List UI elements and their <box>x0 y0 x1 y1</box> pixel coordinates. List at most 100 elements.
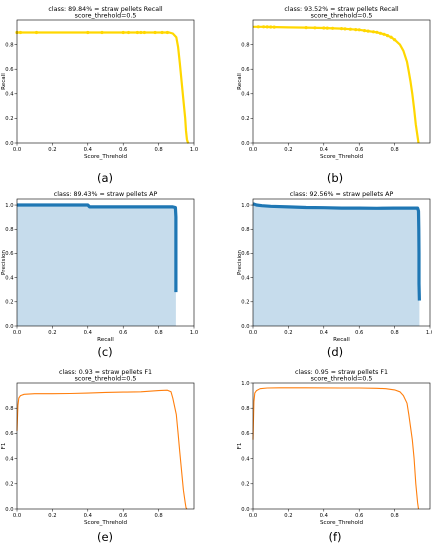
y-tick-label: 0.4 <box>241 456 250 462</box>
x-tick-label: 0.8 <box>154 513 162 519</box>
y-tick-label: 0.8 <box>5 42 13 48</box>
data-point <box>86 30 90 35</box>
plot-frame <box>16 19 195 144</box>
y-tick-label: 0.4 <box>5 92 14 98</box>
x-tick-label: 0.0 <box>13 330 21 336</box>
area-fill <box>17 205 176 326</box>
y-tick-label: 0.6 <box>5 431 13 437</box>
data-point <box>256 25 260 29</box>
chart-subtitle: score_threhold=0.5 <box>311 376 373 383</box>
x-tick-label: 0.6 <box>355 513 363 519</box>
y-tick-label: 0.0 <box>5 141 13 147</box>
y-tick-label: 0.0 <box>241 141 249 147</box>
series-line <box>253 25 420 144</box>
data-point <box>34 30 39 35</box>
x-tick-label: 0.2 <box>284 330 292 336</box>
x-axis-label: Recall <box>97 337 114 343</box>
y-tick-label: 0.6 <box>241 431 249 437</box>
x-tick-label: 0.4 <box>84 147 93 153</box>
y-tick-label: 0.8 <box>241 406 249 412</box>
y-tick-label: 0.2 <box>241 116 249 122</box>
y-tick-label: 1.0 <box>241 203 249 209</box>
x-tick-label: 0.2 <box>284 513 292 519</box>
x-tick-label: 0.0 <box>13 513 21 519</box>
data-point <box>139 30 143 35</box>
data-point <box>142 30 146 35</box>
data-point <box>160 30 164 35</box>
data-point <box>304 26 308 30</box>
plot-frame <box>252 198 431 327</box>
x-tick-label: 1.0 <box>190 330 198 336</box>
data-point <box>262 25 266 29</box>
y-tick-label: 1.0 <box>5 203 13 209</box>
y-tick-label: 0.4 <box>241 92 250 98</box>
plot-frame <box>252 19 431 144</box>
y-tick-label: 0.6 <box>241 251 249 257</box>
y-tick-label: 0.0 <box>5 324 13 330</box>
y-tick-label: 0.0 <box>241 507 249 513</box>
y-tick-label: 0.2 <box>5 300 13 306</box>
x-tick-label: 0.0 <box>249 513 257 519</box>
data-point <box>325 26 329 30</box>
x-tick-label: 1.0 <box>190 147 198 153</box>
x-tick-label: 0.8 <box>390 147 398 153</box>
x-tick-label: 0.4 <box>320 330 329 336</box>
chart-title: class: 93.52% = straw pellets Recall <box>284 6 398 13</box>
x-tick-label: 0.0 <box>249 147 257 153</box>
y-tick-label: 0.6 <box>5 251 13 257</box>
series-line <box>17 203 178 293</box>
x-tick-label: 0.6 <box>119 513 127 519</box>
y-axis-label: Recall <box>237 73 243 90</box>
y-tick-label: 0.4 <box>5 456 14 462</box>
chart-subtitle: score_threhold=0.5 <box>75 13 137 20</box>
y-tick-label: 0.4 <box>241 275 250 281</box>
data-point <box>135 30 139 35</box>
x-tick-label: 0.8 <box>154 147 162 153</box>
y-axis-label: Precision <box>237 250 243 275</box>
data-point <box>339 27 344 31</box>
data-point <box>272 25 276 29</box>
data-point <box>100 30 104 35</box>
x-tick-label: 0.4 <box>320 147 329 153</box>
data-point <box>371 30 375 34</box>
x-tick-label: 0.0 <box>249 330 257 336</box>
chart-panel-e: 0.0 0.2 0.4 0.6 0.8 0.0 0.2 0.4 0.6 0.8 class: 0.9… <box>1 369 195 544</box>
series-line <box>252 202 421 301</box>
data-point <box>313 26 317 30</box>
x-tick-label: 0.8 <box>390 330 398 336</box>
panel-caption: (a) <box>97 171 113 185</box>
y-tick-label: 0.2 <box>241 482 249 488</box>
x-tick-label: 0.4 <box>320 513 329 519</box>
y-axis-label: Precision <box>1 250 7 275</box>
chart-panel-b: 0.0 0.2 0.4 0.6 0.8 0.0 0.2 0.4 0.6 0.8 class: 93.… <box>237 6 431 185</box>
data-point <box>265 25 269 29</box>
y-axis-label: F1 <box>237 442 243 449</box>
panel-caption: (e) <box>97 530 113 544</box>
x-axis-label: Score_Threhold <box>84 154 128 160</box>
x-tick-label: 0.2 <box>284 147 292 153</box>
data-point <box>331 26 335 30</box>
plot-frame <box>252 382 431 510</box>
data-point <box>343 27 347 31</box>
y-tick-label: 0.8 <box>5 227 13 233</box>
y-tick-label: 0.2 <box>5 116 13 122</box>
x-axis-label: Recall <box>333 337 350 343</box>
area-fill <box>253 203 420 326</box>
data-point <box>165 30 169 35</box>
chart-title: class: 92.56% = straw pellets AP <box>290 191 394 198</box>
y-tick-label: 0.0 <box>241 324 249 330</box>
x-axis-label: Score_Threhold <box>84 520 128 526</box>
x-tick-label: 0.6 <box>355 330 363 336</box>
y-tick-label: 0.8 <box>241 42 249 48</box>
data-point <box>366 29 370 33</box>
x-tick-label: 0.6 <box>119 147 127 153</box>
chart-panel-c: 0.0 0.2 0.4 0.6 0.8 1.0 0.0 0.2 0.4 0.6 0.8 1.0 clas… <box>1 191 198 359</box>
data-point <box>354 28 358 32</box>
y-axis-label: Recall <box>1 73 7 90</box>
y-tick-label: 0.6 <box>5 67 13 73</box>
chart-subtitle: score_threhold=0.5 <box>75 376 137 383</box>
chart-title: class: 89.43% = straw pellets AP <box>54 191 158 198</box>
chart-panel-d: 0.0 0.2 0.4 0.6 0.8 1.0 0.0 0.2 0.4 0.6 0.8 1.0 clas… <box>237 191 432 359</box>
data-point <box>375 30 379 34</box>
